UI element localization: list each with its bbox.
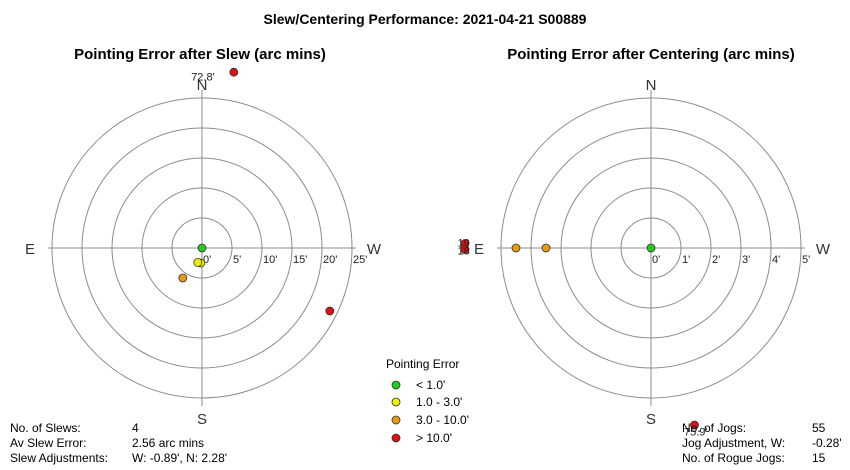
stat-label-jogs: No. of Jogs: — [682, 421, 746, 435]
legend-label-1: 1.0 - 3.0' — [416, 395, 462, 409]
ring-label-0: 0' — [203, 254, 211, 266]
ring-label-4: 20' — [323, 254, 337, 266]
ring-label-1: 5' — [233, 254, 241, 266]
compass-s: S — [197, 411, 207, 428]
stat-value-jogs: 55 — [812, 421, 826, 435]
ring-label-0: 0' — [652, 254, 660, 266]
stat-value-av-slew-error: 2.56 arc mins — [132, 436, 204, 450]
annotation-1: 18 — [458, 246, 470, 258]
point-2 — [511, 243, 521, 253]
annotation-0: 72.8' — [191, 72, 215, 84]
compass-e: E — [25, 241, 35, 258]
stat-label-rogue-jogs: No. of Rogue Jogs: — [682, 451, 785, 465]
ring-label-5: 5' — [802, 254, 810, 266]
ring-label-2: 10' — [263, 254, 277, 266]
annotation-0: 19 — [458, 238, 470, 250]
plot-subtitle: Pointing Error after Slew (arc mins) — [74, 46, 326, 63]
point-0 — [197, 243, 207, 253]
compass-n: N — [197, 77, 208, 94]
ring-label-3: 15' — [293, 254, 307, 266]
compass-w: W — [367, 241, 382, 258]
compass-n: N — [646, 77, 657, 94]
compass-s: S — [646, 411, 656, 428]
legend-marker-1 — [391, 397, 401, 407]
stat-value-jog-adjustment: -0.28' — [812, 436, 842, 450]
legend-marker-3 — [391, 433, 401, 443]
figure-title: Slew/Centering Performance: 2021-04-21 S… — [264, 11, 587, 27]
stat-label-slews: No. of Slews: — [10, 421, 81, 435]
stats-left: No. of Slews: 4 Av Slew Error: 2.56 arc … — [10, 421, 227, 465]
legend: Pointing Error < 1.0' 1.0 - 3.0' 3.0 - 1… — [386, 357, 469, 445]
stat-value-slew-adjustments: W: -0.89', N: 2.28' — [132, 451, 227, 465]
point-3 — [178, 273, 188, 283]
annotation-2: 75.9' — [684, 427, 708, 439]
legend-label-3: > 10.0' — [416, 431, 452, 445]
point-4 — [325, 306, 335, 316]
stat-value-rogue-jogs: 15 — [812, 451, 826, 465]
ring-label-2: 2' — [712, 254, 720, 266]
stat-value-slews: 4 — [132, 421, 139, 435]
legend-label-0: < 1.0' — [416, 378, 445, 392]
ring-label-1: 1' — [682, 254, 690, 266]
stat-label-slew-adjustments: Slew Adjustments: — [10, 451, 108, 465]
point-1 — [541, 243, 551, 253]
compass-w: W — [816, 241, 831, 258]
legend-marker-2 — [391, 415, 401, 425]
legend-label-2: 3.0 - 10.0' — [416, 413, 469, 427]
ring-label-3: 3' — [742, 254, 750, 266]
ring-label-4: 4' — [772, 254, 780, 266]
point-4 — [460, 245, 470, 254]
ring-label-5: 25' — [353, 254, 367, 266]
centering-polar-plot: Pointing Error after Centering (arc mins… — [458, 46, 831, 439]
stats-right: No. of Jogs: 55 Jog Adjustment, W: -0.28… — [682, 421, 842, 465]
slew-polar-plot: Pointing Error after Slew (arc mins) N S E W… — [25, 46, 382, 428]
stat-label-av-slew-error: Av Slew Error: — [10, 436, 86, 450]
legend-marker-0 — [391, 380, 401, 390]
point-5 — [229, 67, 239, 77]
point-0 — [646, 243, 656, 253]
point-5 — [690, 420, 699, 430]
compass-e: E — [474, 241, 484, 258]
plot-subtitle: Pointing Error after Centering (arc mins… — [507, 46, 795, 63]
stat-label-jog-adjustment: Jog Adjustment, W: — [682, 436, 785, 450]
legend-title: Pointing Error — [386, 357, 459, 371]
point-2 — [193, 257, 203, 267]
